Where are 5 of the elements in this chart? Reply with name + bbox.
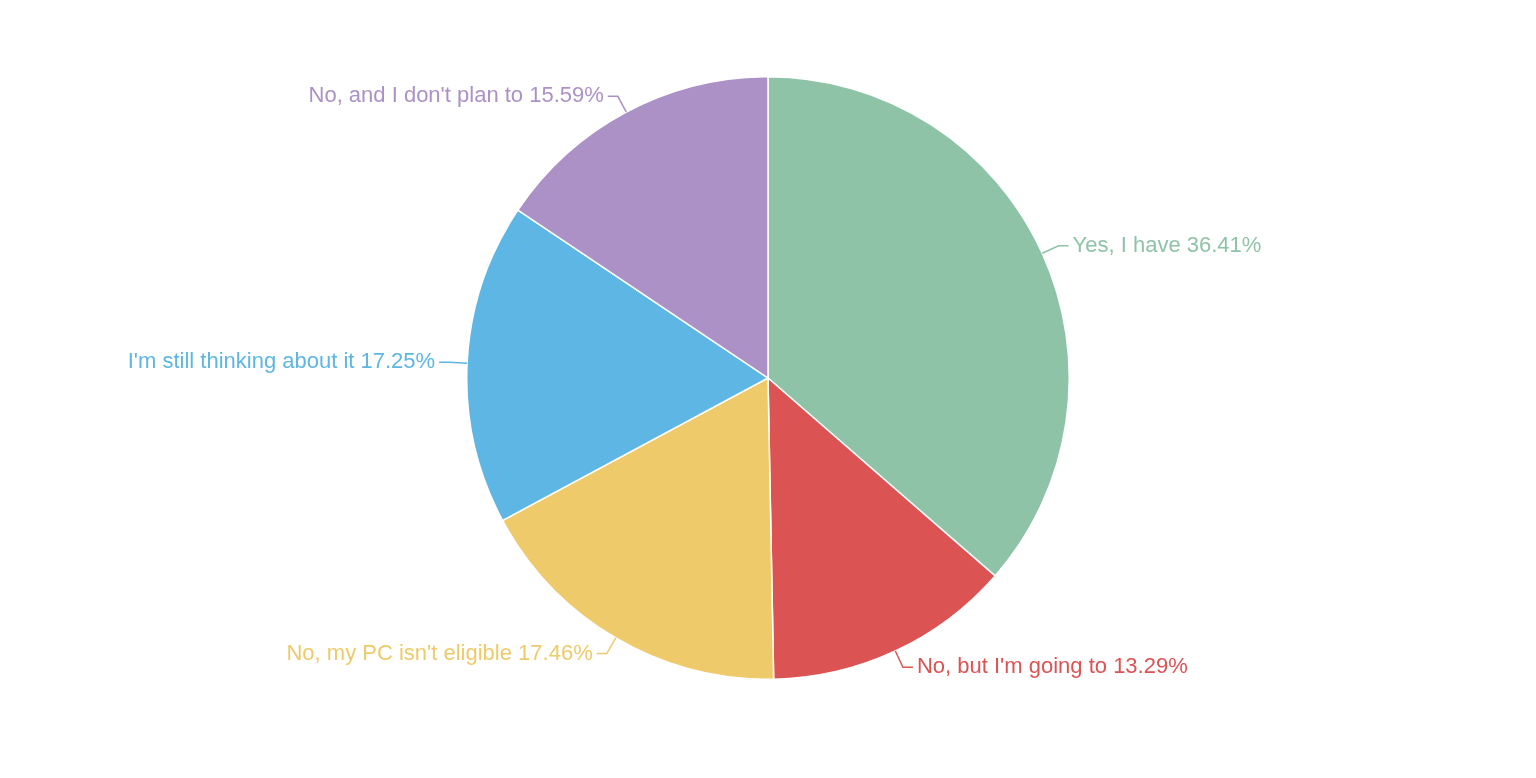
slice-label: No, but I'm going to 13.29% xyxy=(916,653,1188,679)
slice-label: No, and I don't plan to 15.59% xyxy=(308,82,604,108)
slice-label: No, my PC isn't eligible 17.46% xyxy=(286,639,593,665)
slice-label: Yes, I have 36.41% xyxy=(1072,231,1262,257)
slice-label: I'm still thinking about it 17.25% xyxy=(127,348,436,374)
